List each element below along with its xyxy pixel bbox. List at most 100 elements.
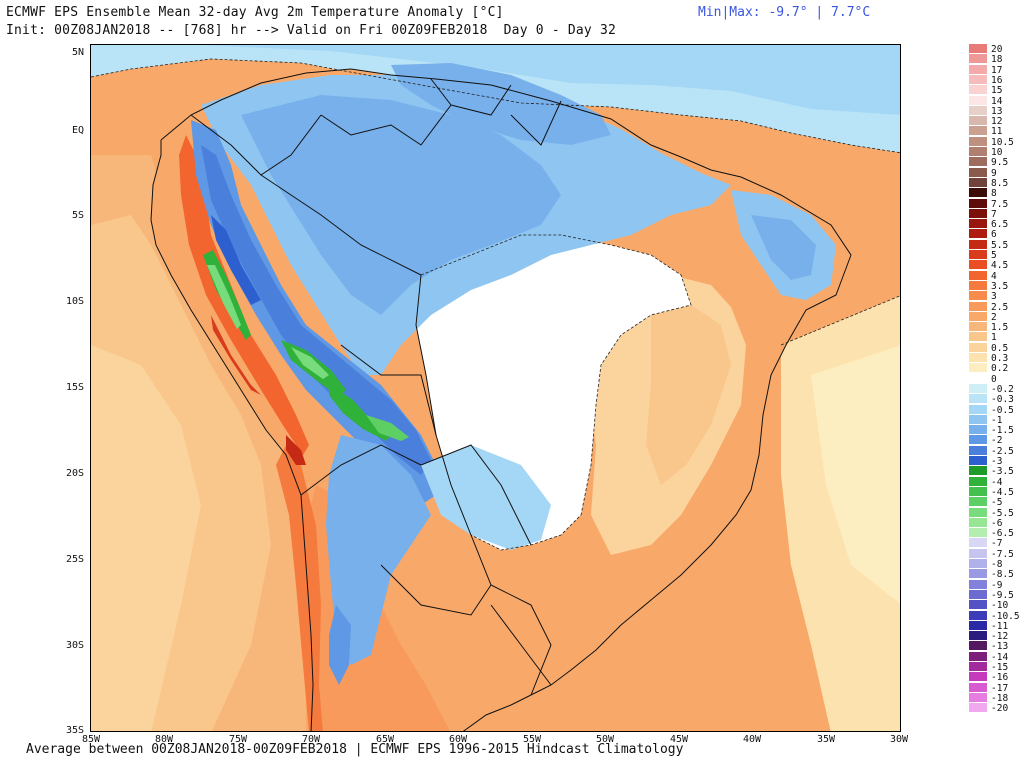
legend-label: 16 (991, 74, 1003, 86)
legend-swatch (969, 250, 987, 259)
legend-label: 1.5 (991, 322, 1009, 334)
legend-swatch (969, 476, 987, 486)
chaco-cool (326, 435, 431, 665)
legend-label: -15 (991, 662, 1009, 673)
lon-label-50w: 50W (595, 734, 615, 745)
legend-swatch (969, 631, 987, 641)
legend-label: 7.5 (991, 198, 1009, 210)
legend-label: -13 (991, 641, 1009, 653)
legend-swatch (969, 641, 987, 651)
legend-label: 5 (991, 250, 997, 261)
amazon-cooler (241, 95, 561, 315)
legend-label: -2 (991, 435, 1003, 447)
legend-label: -8.5 (991, 569, 1014, 581)
legend-label: -9 (991, 579, 1003, 591)
legend-label: 6 (991, 229, 997, 241)
anomaly-field (91, 45, 900, 731)
legend-label: 15 (991, 85, 1003, 97)
legend-swatch (969, 44, 987, 53)
paraguay-cool (421, 445, 551, 550)
min-max-readout: Min|Max: -9.7° | 7.7°C (698, 5, 871, 20)
legend-swatch (969, 435, 987, 445)
lon-label-40w: 40W (742, 734, 762, 745)
lat-label-15s: 15S (65, 382, 84, 393)
legend-swatch (969, 486, 987, 496)
legend-swatch (969, 147, 987, 156)
north-ocean-cooler (201, 45, 900, 115)
legend-swatch (969, 270, 987, 280)
legend-swatch (969, 600, 987, 610)
legend-swatch (969, 548, 987, 558)
map-title: ECMWF EPS Ensemble Mean 32-day Avg 2m Te… (6, 5, 504, 20)
legend-label: -4.5 (991, 486, 1014, 498)
legend-swatch (969, 342, 987, 352)
legend-swatch (969, 167, 987, 177)
legend-label: 2.5 (991, 301, 1009, 313)
arica-hot (286, 435, 306, 465)
legend-label: 11 (991, 126, 1003, 138)
andes-coldest-north (211, 215, 261, 305)
legend-swatch (969, 445, 987, 455)
lon-label-30w: 30W (889, 734, 909, 745)
legend-label: -5.5 (991, 507, 1014, 519)
legend-label: 7 (991, 208, 997, 220)
legend-label: 0 (991, 373, 997, 385)
legend-label: 8 (991, 188, 997, 200)
legend-label: -0.5 (991, 404, 1014, 416)
legend-swatch (969, 126, 987, 136)
legend-label: -6 (991, 517, 1003, 529)
legend-swatch (969, 95, 987, 105)
bolivia-andes-green-core (291, 347, 329, 379)
legend-swatch (969, 188, 987, 198)
legend-swatch (969, 280, 987, 290)
lat-label-20s: 20S (65, 468, 84, 479)
legend-label: 20 (991, 44, 1003, 55)
legend-label: -6.5 (991, 528, 1014, 540)
legend-swatch (969, 208, 987, 218)
legend-label: -1.5 (991, 425, 1014, 437)
legend-label: -0.3 (991, 394, 1014, 406)
andes-colder (201, 145, 431, 475)
legend-swatch (969, 353, 987, 362)
legend-swatch (969, 198, 987, 208)
legend-label: -17 (991, 682, 1009, 694)
legend-swatch (969, 260, 987, 270)
legend-label: -3.5 (991, 466, 1014, 478)
legend-swatch (969, 105, 987, 115)
lat-label-5n: 5N (71, 47, 84, 58)
legend-label: 5.5 (991, 239, 1009, 251)
lon-label-60w: 60W (448, 734, 468, 745)
legend-label: 4.5 (991, 260, 1009, 272)
lat-label-25s: 25S (65, 554, 84, 565)
legend-label: 4 (991, 270, 997, 282)
legend-swatch (969, 507, 987, 517)
legend-swatch (969, 85, 987, 95)
legend-swatch (969, 692, 987, 702)
lat-label-5s: 5S (71, 210, 84, 221)
andes-south-cool (329, 605, 351, 685)
lon-label-35w: 35W (816, 734, 836, 745)
legend-swatch (969, 394, 987, 404)
legend-swatch (969, 363, 987, 373)
legend-label: 10.5 (991, 136, 1014, 148)
legend-label: -7.5 (991, 548, 1014, 560)
legend-label: 3.5 (991, 280, 1009, 292)
legend-label: -10.5 (991, 610, 1020, 622)
legend-label: 17 (991, 64, 1003, 76)
anomaly-map (90, 44, 901, 732)
atlantic-near-neutral (811, 345, 900, 604)
lon-label-65w: 65W (375, 734, 395, 745)
altiplano-green-core (366, 415, 409, 441)
lon-label-55w: 55W (522, 734, 542, 745)
legend-label: -18 (991, 692, 1009, 704)
legend-label: 1 (991, 332, 997, 344)
legend-swatch (969, 373, 987, 383)
legend-swatch (969, 54, 987, 64)
legend-label: 9 (991, 167, 997, 179)
lon-label-80w: 80W (154, 734, 174, 745)
legend-label: -16 (991, 672, 1009, 684)
legend-swatch (969, 414, 987, 424)
lat-label-35s: 35S (65, 725, 84, 736)
legend-swatch (969, 157, 987, 167)
legend-label: 6.5 (991, 219, 1009, 231)
